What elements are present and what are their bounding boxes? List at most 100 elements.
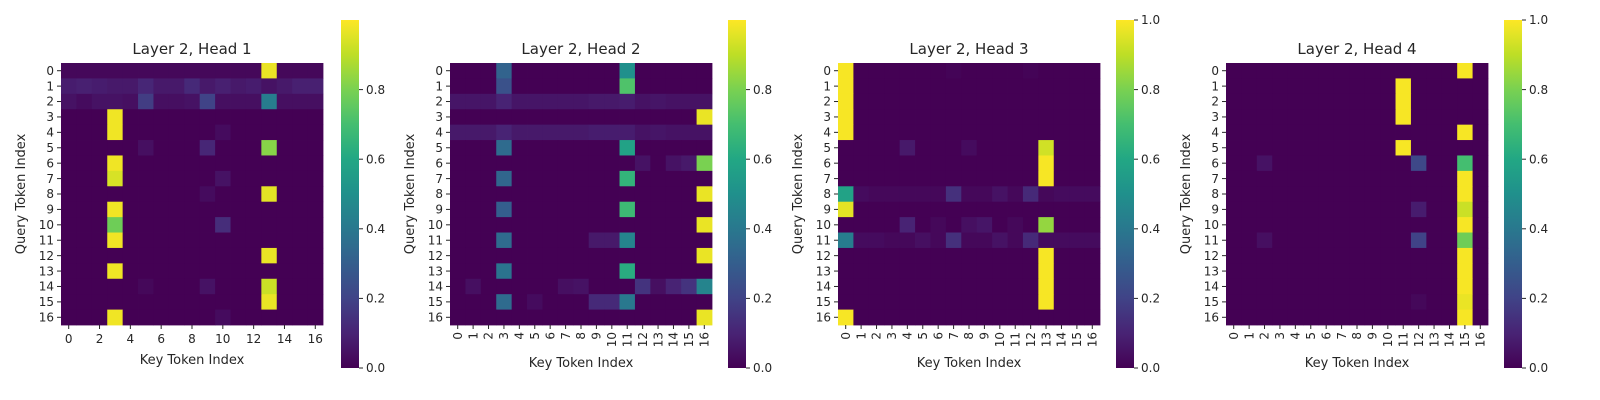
heatmap-cell — [1457, 263, 1473, 280]
heatmap-cell — [215, 186, 231, 203]
heatmap-cell — [1053, 217, 1070, 233]
heatmap-cell — [868, 294, 885, 310]
heatmap-cell — [899, 278, 916, 295]
y-tick-label: 8 — [1211, 187, 1219, 201]
heatmap-cell — [604, 232, 620, 249]
heatmap-cell — [1364, 109, 1381, 126]
y-tick-label: 0 — [435, 64, 443, 78]
heatmap-cell — [168, 186, 185, 203]
heatmap-cell — [76, 109, 93, 126]
heatmap-cell — [838, 170, 854, 187]
heatmap-cell — [915, 170, 931, 187]
heatmap-cell — [511, 263, 528, 280]
heatmap-cell — [1426, 155, 1443, 172]
heatmap-cell — [588, 201, 605, 218]
heatmap-cell — [496, 78, 513, 95]
heatmap-cell — [1038, 124, 1055, 141]
heatmap-cell — [945, 93, 962, 110]
heatmap-cell — [1333, 155, 1350, 172]
heatmap-cell — [1457, 294, 1473, 310]
heatmap-cell — [61, 278, 77, 295]
heatmap-cell — [1022, 201, 1039, 218]
heatmap-cell — [450, 263, 466, 280]
heatmap-cell — [650, 217, 667, 233]
heatmap-cell — [650, 170, 667, 187]
heatmap-cell — [184, 309, 201, 326]
heatmap-cell — [1053, 140, 1070, 156]
heatmap-cell — [1333, 109, 1350, 126]
heatmap-cell — [1272, 278, 1289, 295]
heatmap-cell — [868, 93, 885, 110]
heatmap-cell — [915, 186, 931, 203]
heatmap-cell — [276, 278, 293, 295]
heatmap-cell — [573, 294, 590, 310]
heatmap-cell — [527, 124, 543, 141]
heatmap-cell — [542, 155, 559, 172]
heatmap-cell — [465, 140, 482, 156]
heatmap-cell — [1303, 78, 1319, 95]
colorbar-tick-label: 1.0 — [1529, 13, 1548, 27]
heatmap-cell — [838, 124, 854, 141]
heatmap-cell — [245, 155, 262, 172]
heatmap-cell — [1256, 140, 1273, 156]
heatmap-cell — [76, 247, 93, 264]
heatmap-cell — [527, 78, 543, 95]
heatmap-cell — [292, 93, 308, 110]
heatmap-cell — [588, 170, 605, 187]
heatmap-cell — [450, 278, 466, 295]
heatmap-cell — [1349, 186, 1366, 203]
heatmap-cell — [91, 201, 108, 218]
heatmap-cell — [230, 63, 247, 79]
heatmap-cell — [215, 263, 231, 280]
heatmap-cell — [1472, 63, 1489, 79]
heatmap-cell — [930, 63, 947, 79]
heatmap-cell — [480, 201, 497, 218]
heatmap-cell — [153, 247, 170, 264]
heatmap-cell — [853, 232, 870, 249]
heatmap-cell — [838, 63, 854, 79]
heatmap-cell — [1426, 278, 1443, 295]
heatmap-cell — [696, 93, 713, 110]
heatmap-cell — [961, 124, 978, 141]
heatmap-cell — [1022, 109, 1039, 126]
heatmap-cell — [245, 140, 262, 156]
heatmap-cell — [1007, 263, 1024, 280]
heatmap-cell — [1069, 78, 1085, 95]
heatmap-cell — [1053, 124, 1070, 141]
heatmap-cell — [1022, 140, 1039, 156]
heatmap-cell — [230, 124, 247, 141]
heatmap-cell — [696, 309, 713, 326]
x-tick-label: 7 — [559, 332, 573, 340]
heatmap-cell — [915, 109, 931, 126]
x-tick-label: 3 — [497, 332, 511, 340]
heatmap-cell — [261, 93, 278, 110]
x-axis-label: Key Token Index — [917, 356, 1022, 371]
heatmap-cell — [1457, 124, 1473, 141]
heatmap-cell — [1349, 232, 1366, 249]
heatmap-cell — [122, 247, 139, 264]
heatmap-cell — [992, 78, 1008, 95]
heatmap-cell — [76, 124, 93, 141]
colorbar-tick-label: 0.6 — [1141, 152, 1160, 166]
heatmap-cell — [853, 294, 870, 310]
heatmap-cell — [122, 309, 139, 326]
heatmap-cell — [1084, 247, 1101, 264]
chart-title: Layer 2, Head 1 — [132, 40, 251, 58]
heatmap-cell — [604, 263, 620, 280]
x-tick-label: 0 — [1227, 332, 1241, 340]
colorbar-tick-label: 0.8 — [1529, 83, 1548, 97]
heatmap-cell — [122, 170, 139, 187]
heatmap-cell — [107, 247, 124, 264]
heatmap-cell — [76, 217, 93, 233]
heatmap-cell — [1349, 294, 1366, 310]
colorbar-tick-label: 0.4 — [1529, 222, 1548, 236]
heatmap-cell — [961, 78, 978, 95]
heatmap-cell — [619, 232, 636, 249]
heatmap-cell — [557, 217, 574, 233]
heatmap-cell — [527, 217, 543, 233]
heatmap-cell — [1380, 263, 1396, 280]
heatmap-cell — [1226, 186, 1242, 203]
heatmap-cell — [1038, 232, 1055, 249]
heatmap-cell — [261, 109, 278, 126]
heatmap-cell — [681, 247, 697, 264]
